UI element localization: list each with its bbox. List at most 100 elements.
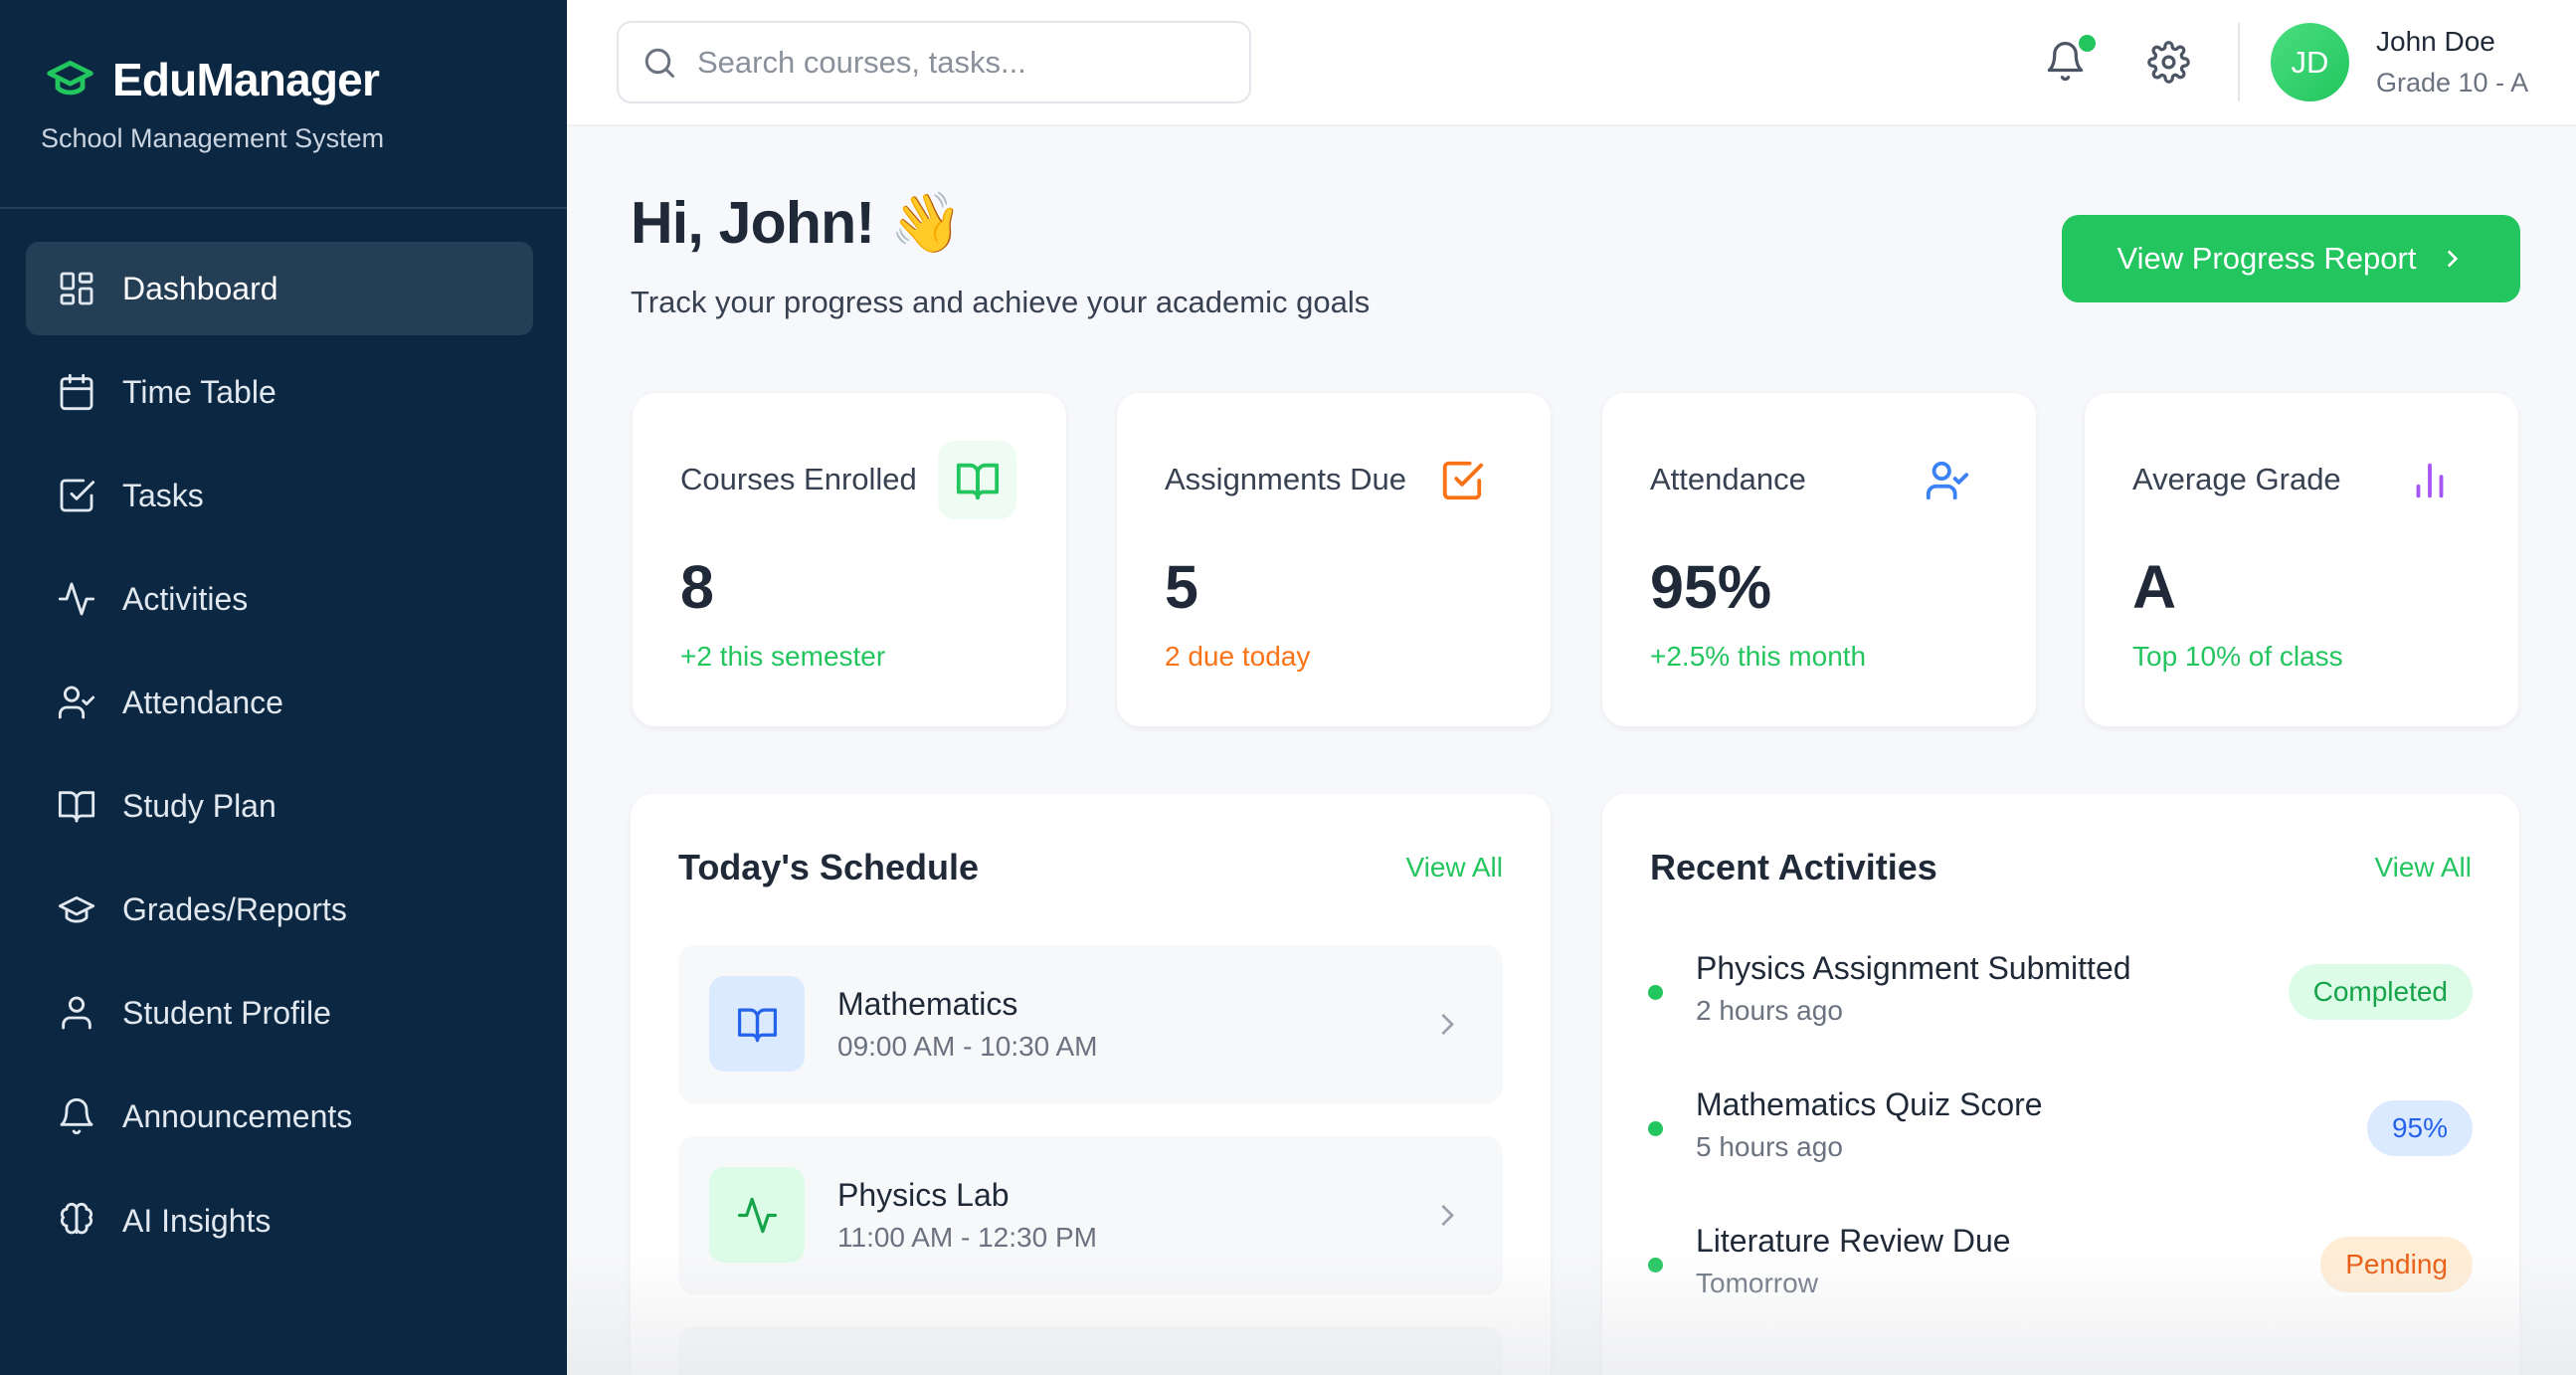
stat-sub: Top 10% of class [2132, 641, 2343, 672]
sidebar: EduManager School Management System Dash… [0, 0, 567, 1375]
schedule-time: 11:00 AM - 12:30 PM [837, 1222, 1097, 1253]
stat-card-courses[interactable]: Courses Enrolled 8 +2 this semester [633, 393, 1066, 726]
graduation-cap-icon [58, 895, 95, 923]
schedule-name: Mathematics [837, 986, 1018, 1022]
stat-value: 95% [1650, 553, 1772, 621]
divider [2238, 23, 2240, 101]
score-badge: 95% [2366, 1100, 2473, 1156]
brand-title: EduManager [112, 54, 380, 105]
recent-activities-panel: Recent Activities View All Physics Assig… [1602, 794, 2519, 1375]
schedule-item[interactable]: Physics Lab 11:00 AM - 12:30 PM [678, 1136, 1503, 1294]
activity-name: Mathematics Quiz Score [1696, 1086, 2043, 1122]
view-progress-report-button[interactable]: View Progress Report [2062, 215, 2520, 302]
activity-time: Tomorrow [1696, 1268, 1818, 1298]
user-icon [62, 996, 92, 1030]
dashboard-icon [60, 272, 93, 305]
sidebar-item-study-plan[interactable]: Study Plan [26, 759, 533, 853]
panel-title: Today's Schedule [678, 847, 979, 887]
brain-icon [60, 1202, 93, 1235]
activity-item[interactable]: Literature Review Due Tomorrow Pending [1648, 1220, 2473, 1318]
activity-item[interactable]: Mathematics Quiz Score 5 hours ago 95% [1648, 1083, 2473, 1182]
stat-value: 8 [680, 553, 714, 621]
stat-title: Courses Enrolled [680, 462, 917, 496]
button-label: View Progress Report [2116, 241, 2417, 276]
calendar-icon [60, 373, 93, 411]
status-badge: Pending [2320, 1237, 2473, 1292]
stat-title: Average Grade [2132, 462, 2341, 496]
divider [0, 207, 567, 209]
sidebar-item-label: Attendance [122, 684, 283, 720]
top-header: JD John Doe Grade 10 - A [567, 0, 2576, 126]
sidebar-item-label: Announcements [122, 1097, 353, 1134]
activity-item[interactable]: Physics Assignment Submitted 2 hours ago… [1648, 947, 2473, 1046]
sidebar-item-grades-reports[interactable]: Grades/Reports [26, 863, 533, 956]
activity-time: 5 hours ago [1696, 1131, 1843, 1162]
activity-name: Physics Assignment Submitted [1696, 950, 2131, 986]
sidebar-item-dashboard[interactable]: Dashboard [26, 242, 533, 335]
bar-chart-icon [2390, 441, 2469, 519]
sidebar-item-label: Activities [122, 580, 249, 617]
chevron-right-icon [1441, 1204, 1454, 1227]
sidebar-item-label: Tasks [122, 477, 204, 513]
gear-icon [2147, 41, 2190, 84]
stat-value: 5 [1165, 553, 1198, 621]
sidebar-item-ai-insights[interactable]: AI Insights [26, 1174, 533, 1268]
page-subtitle: Track your progress and achieve your aca… [631, 285, 1371, 319]
sidebar-item-label: Dashboard [122, 270, 278, 306]
stat-value: A [2132, 553, 2177, 621]
view-all-link[interactable]: View All [2374, 852, 2472, 883]
stat-card-attendance[interactable]: Attendance 95% +2.5% this month [1602, 393, 2036, 726]
search-box[interactable] [617, 21, 1251, 103]
sidebar-item-label: Grades/Reports [122, 890, 347, 927]
user-name: John Doe [2376, 26, 2495, 57]
user-check-icon [58, 686, 95, 719]
schedule-item[interactable]: Mathematics 09:00 AM - 10:30 AM [678, 945, 1503, 1103]
sidebar-item-tasks[interactable]: Tasks [26, 449, 533, 542]
stat-title: Assignments Due [1165, 462, 1406, 496]
schedule-panel: Today's Schedule View All Mathematics 09… [631, 794, 1551, 1375]
stat-title: Attendance [1650, 462, 1806, 496]
schedule-time: 09:00 AM - 10:30 AM [837, 1031, 1098, 1062]
schedule-item[interactable] [678, 1326, 1503, 1375]
user-grade: Grade 10 - A [2376, 68, 2529, 98]
activity-icon [709, 1167, 805, 1263]
sidebar-item-time-table[interactable]: Time Table [26, 345, 533, 439]
book-icon [938, 441, 1016, 519]
panel-title: Recent Activities [1650, 847, 1937, 887]
brand-subtitle: School Management System [41, 123, 385, 153]
sidebar-item-announcements[interactable]: Announcements [26, 1070, 533, 1163]
sidebar-item-label: Time Table [122, 373, 276, 410]
brand[interactable]: EduManager [41, 53, 380, 106]
sidebar-item-label: AI Insights [122, 1202, 272, 1239]
book-icon [709, 976, 805, 1072]
stat-sub: 2 due today [1165, 641, 1311, 672]
sidebar-item-student-profile[interactable]: Student Profile [26, 966, 533, 1060]
sidebar-item-label: Study Plan [122, 787, 276, 824]
sidebar-item-attendance[interactable]: Attendance [26, 656, 533, 749]
settings-button[interactable] [2147, 41, 2190, 89]
stat-card-assignments[interactable]: Assignments Due 5 2 due today [1117, 393, 1551, 726]
view-all-link[interactable]: View All [1405, 852, 1503, 883]
notification-dot [2079, 35, 2096, 52]
stat-sub: +2.5% this month [1650, 641, 1867, 672]
search-input[interactable] [697, 44, 1206, 81]
user-check-icon [1908, 441, 1986, 519]
stat-sub: +2 this semester [680, 641, 886, 672]
activity-icon [58, 582, 95, 616]
search-icon [644, 48, 674, 78]
status-dot [1648, 985, 1663, 1000]
book-icon [58, 791, 95, 823]
sidebar-item-activities[interactable]: Activities [26, 552, 533, 646]
graduation-cap-logo-icon [47, 60, 93, 96]
notifications-button[interactable] [2044, 35, 2096, 88]
sidebar-item-label: Student Profile [122, 994, 331, 1031]
avatar[interactable]: JD [2271, 23, 2349, 101]
chevron-right-icon [1441, 1013, 1454, 1036]
chevron-right-icon [2448, 250, 2459, 268]
activity-time: 2 hours ago [1696, 995, 1843, 1026]
stat-card-average-grade[interactable]: Average Grade A Top 10% of class [2085, 393, 2518, 726]
status-dot [1648, 1258, 1663, 1273]
checkbox-icon [1422, 441, 1501, 519]
page-title: Hi, John! 👋 [631, 190, 963, 256]
status-badge: Completed [2288, 964, 2473, 1020]
